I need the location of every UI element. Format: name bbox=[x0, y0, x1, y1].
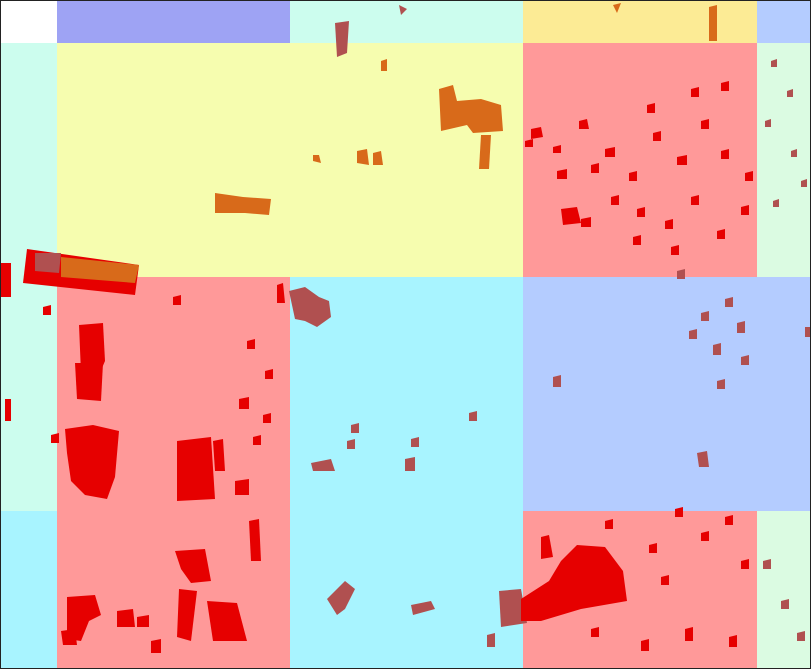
feature-group-east-edge bbox=[763, 59, 810, 641]
feature-group-southwest bbox=[61, 519, 261, 653]
map-tile-yellow bbox=[57, 43, 290, 277]
map-tile-butter bbox=[523, 1, 757, 43]
feature-group-top bbox=[335, 3, 717, 57]
map-tile-cyan bbox=[1, 511, 57, 668]
feature-group-center bbox=[289, 287, 527, 647]
feature-group-west bbox=[5, 283, 285, 501]
feature-group-scatter-ne bbox=[525, 81, 753, 255]
map-tile-blue bbox=[523, 277, 757, 511]
map-tile-blue bbox=[757, 277, 810, 511]
map-tile-lilac bbox=[57, 1, 290, 43]
feature-group-yellow bbox=[1, 59, 503, 297]
map-tile-pale_green bbox=[757, 43, 810, 277]
feature-group-blue bbox=[553, 269, 749, 467]
map-tile-pale_green bbox=[757, 511, 810, 668]
map-tile-blue bbox=[757, 1, 810, 43]
map-tile-mint bbox=[290, 1, 523, 43]
feature-group-southeast bbox=[521, 507, 749, 651]
map-tile-mint bbox=[1, 43, 57, 277]
map-tile-mint bbox=[1, 277, 57, 511]
map-tile-white bbox=[1, 1, 57, 43]
map-tile-cyan bbox=[290, 511, 523, 668]
